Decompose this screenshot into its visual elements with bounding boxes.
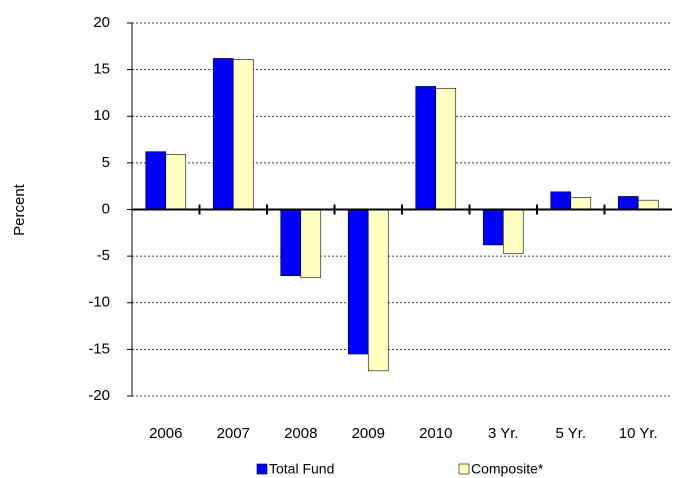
bar xyxy=(280,209,302,277)
x-tick-label: 3 Yr. xyxy=(488,425,519,442)
legend-label: Total Fund xyxy=(269,461,334,477)
bar xyxy=(232,59,254,210)
bar xyxy=(145,151,167,210)
y-tick-label: 0 xyxy=(102,200,110,217)
bar xyxy=(165,154,187,210)
bar xyxy=(570,197,592,210)
legend-label: Composite* xyxy=(471,461,544,477)
legend-swatch xyxy=(458,463,470,475)
bar xyxy=(347,209,369,355)
bar xyxy=(637,199,659,210)
x-tick-label: 10 Yr. xyxy=(619,425,658,442)
y-axis-label: Percent xyxy=(11,183,28,236)
x-tick-label: 2007 xyxy=(217,425,250,442)
x-tick-label: 2008 xyxy=(284,425,317,442)
bar xyxy=(502,209,524,254)
y-tick-label: 20 xyxy=(93,14,110,31)
x-tick-label: 2010 xyxy=(419,425,452,442)
y-tick-label: -20 xyxy=(88,387,110,404)
legend-swatch xyxy=(256,463,268,475)
y-tick-label: 15 xyxy=(93,61,110,78)
y-tick-label: -15 xyxy=(88,340,110,357)
bar xyxy=(435,87,457,210)
bar xyxy=(617,196,639,210)
y-tick-label: 5 xyxy=(102,154,110,171)
bar xyxy=(482,209,504,246)
x-tick-label: 2009 xyxy=(352,425,385,442)
bar xyxy=(367,209,389,372)
y-tick-label: 10 xyxy=(93,107,110,124)
y-tick-label: -10 xyxy=(88,294,110,311)
bar xyxy=(415,86,437,210)
bar xyxy=(212,58,234,210)
bar xyxy=(550,191,572,210)
x-tick-label: 5 Yr. xyxy=(555,425,586,442)
x-tick-label: 2006 xyxy=(149,425,182,442)
y-tick-label: -5 xyxy=(97,247,110,264)
bar xyxy=(300,209,322,278)
